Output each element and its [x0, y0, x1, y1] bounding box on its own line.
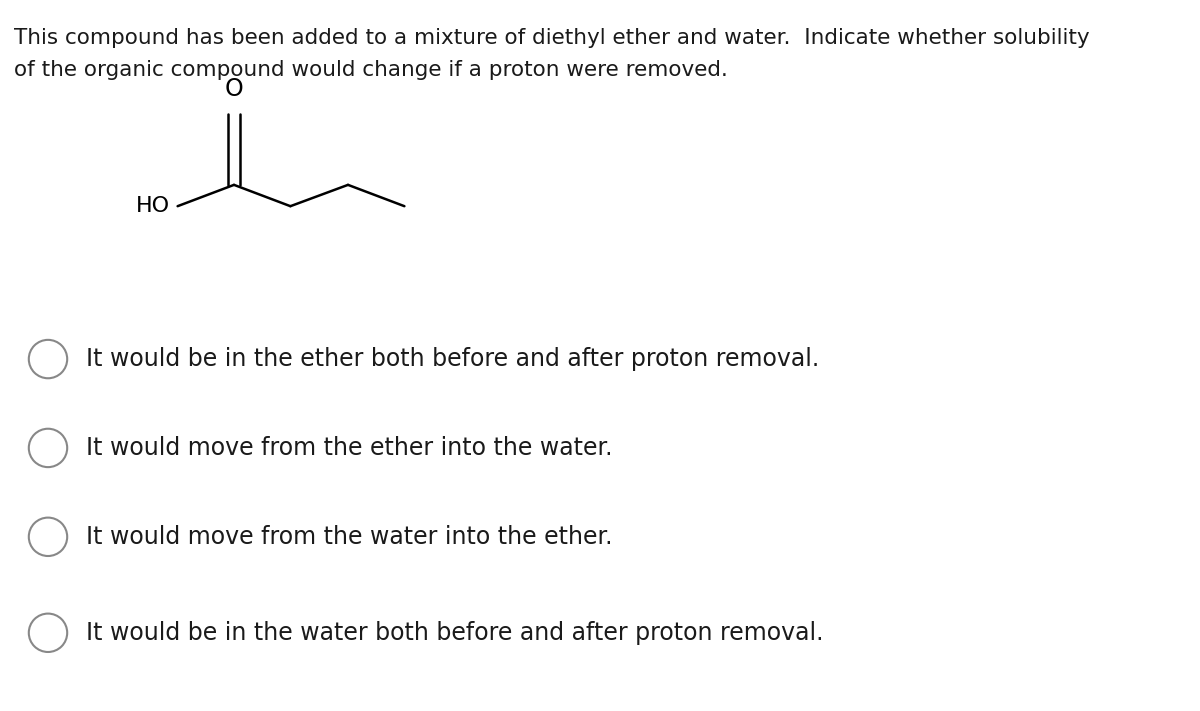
- Text: It would move from the ether into the water.: It would move from the ether into the wa…: [86, 436, 613, 460]
- Text: O: O: [224, 77, 244, 101]
- Text: It would move from the water into the ether.: It would move from the water into the et…: [86, 525, 613, 549]
- Text: It would be in the ether both before and after proton removal.: It would be in the ether both before and…: [86, 347, 820, 371]
- Text: HO: HO: [137, 196, 170, 216]
- Text: of the organic compound would change if a proton were removed.: of the organic compound would change if …: [14, 60, 728, 80]
- Text: It would be in the water both before and after proton removal.: It would be in the water both before and…: [86, 621, 824, 645]
- Text: This compound has been added to a mixture of diethyl ether and water.  Indicate : This compound has been added to a mixtur…: [14, 28, 1090, 48]
